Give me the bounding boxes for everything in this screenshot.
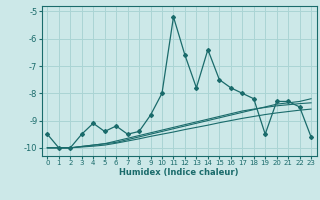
X-axis label: Humidex (Indice chaleur): Humidex (Indice chaleur) xyxy=(119,168,239,177)
